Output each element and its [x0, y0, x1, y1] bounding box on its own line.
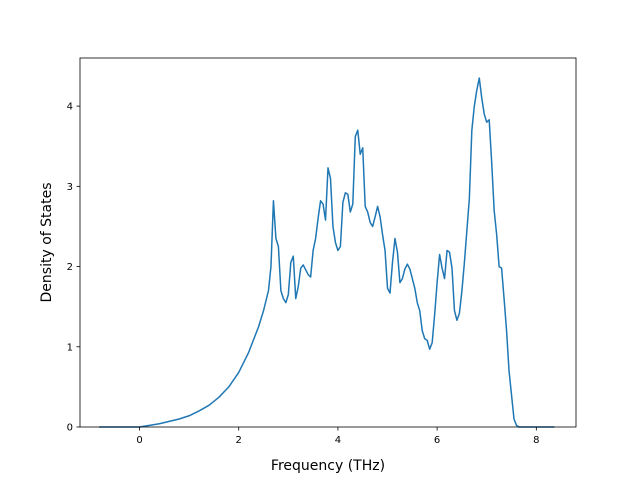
y-tick-label: 1: [67, 342, 73, 353]
axes-frame: [79, 57, 577, 428]
y-tick-label: 0: [67, 423, 73, 434]
y-tick-label: 4: [67, 102, 73, 113]
y-axis-label: Density of States: [39, 183, 55, 303]
series-line: [99, 77, 555, 428]
x-tick-label: 0: [136, 435, 142, 446]
x-axis-label: Frequency (THz): [271, 458, 385, 474]
y-tick-label: 2: [67, 262, 73, 273]
plot-area: [99, 77, 555, 428]
x-axis-ticks: 0 2 4 6 8: [136, 427, 540, 446]
y-tick-label: 3: [67, 182, 73, 193]
y-axis-ticks: 0 1 2 3 4: [67, 102, 80, 434]
x-tick-label: 8: [533, 435, 539, 446]
x-tick-label: 6: [434, 435, 440, 446]
x-tick-label: 4: [335, 435, 341, 446]
x-tick-label: 2: [236, 435, 242, 446]
